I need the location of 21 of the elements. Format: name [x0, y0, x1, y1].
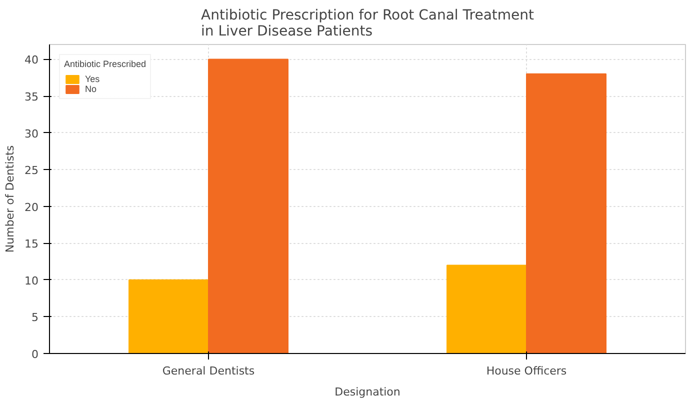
legend-title: Antibiotic Prescribed — [64, 59, 146, 69]
bar — [526, 73, 606, 354]
y-tick-label: 5 — [32, 311, 38, 324]
y-tick-label: 20 — [24, 200, 39, 214]
y-tick-label: 0 — [32, 348, 38, 361]
legend-label: No — [85, 84, 98, 94]
y-tick-label: 40 — [24, 54, 39, 67]
y-tick-label: 30 — [24, 127, 39, 140]
y-tick-label: 35 — [24, 90, 39, 104]
bar — [446, 264, 527, 354]
y-tick-label: 10 — [24, 274, 39, 288]
x-tick-label: House Officers — [486, 364, 567, 378]
x-axis-title: Designation — [334, 386, 400, 398]
bar — [208, 58, 288, 354]
x-tick-label: General Dentists — [162, 364, 255, 378]
legend-label: Yes — [85, 74, 101, 84]
y-tick-label: 25 — [24, 164, 39, 178]
y-tick-label: 15 — [24, 238, 39, 251]
bar — [128, 279, 209, 354]
y-axis-title: Number of Dentists — [4, 145, 17, 253]
chart-title: Antibiotic Prescription for Root Canal Treatment in Liver Disease Patients — [201, 8, 535, 40]
